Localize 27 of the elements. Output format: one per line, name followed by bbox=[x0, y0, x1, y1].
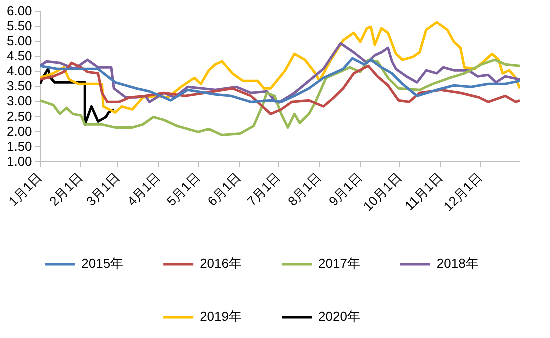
x-tick-label: 4月1日 bbox=[124, 170, 164, 210]
legend-label: 2015年 bbox=[82, 256, 124, 272]
y-tick-label: 2.50 bbox=[6, 108, 32, 124]
x-tick-label: 2月1日 bbox=[46, 170, 86, 210]
y-tick-label: 1.00 bbox=[6, 154, 32, 169]
x-tick-label: 8月1日 bbox=[285, 170, 324, 210]
y-tick-label: 4.00 bbox=[6, 64, 32, 79]
x-tick-label: 9月1日 bbox=[326, 170, 366, 210]
x-tick-label: 3月1日 bbox=[83, 170, 123, 210]
y-tick-label: 6.00 bbox=[6, 4, 32, 19]
y-tick-label: 4.50 bbox=[6, 48, 32, 64]
legend-label: 2019年 bbox=[200, 309, 242, 324]
x-tick-label: 5月1日 bbox=[164, 170, 204, 210]
legend-label: 2017年 bbox=[318, 256, 360, 272]
legend-label: 2020年 bbox=[318, 309, 360, 324]
y-tick-label: 5.50 bbox=[6, 18, 32, 34]
y-tick-label: 5.00 bbox=[6, 34, 32, 49]
x-tick-label: 1月1日 bbox=[6, 170, 45, 210]
y-tick-label: 3.50 bbox=[6, 78, 32, 94]
x-tick-label: 11月1日 bbox=[402, 170, 446, 214]
legend-label: 2016年 bbox=[200, 256, 242, 272]
y-tick-label: 1.50 bbox=[6, 138, 32, 154]
y-tick-label: 2.00 bbox=[6, 124, 32, 139]
x-tick-label: 6月1日 bbox=[204, 170, 244, 210]
y-tick-label: 3.00 bbox=[6, 94, 32, 109]
x-tick-label: 7月1日 bbox=[244, 170, 284, 210]
legend-label: 2018年 bbox=[436, 256, 479, 272]
